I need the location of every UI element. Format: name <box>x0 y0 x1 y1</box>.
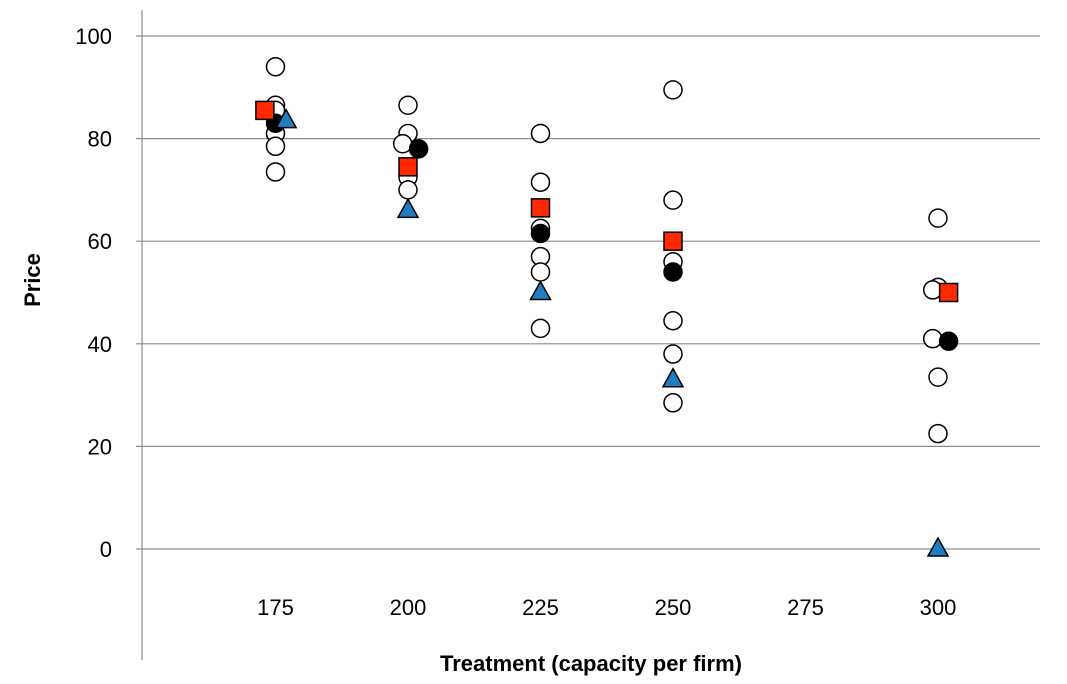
triangle-point <box>274 108 298 129</box>
filled-circle-point <box>663 262 683 282</box>
triangle-point <box>926 536 950 557</box>
open-circle-point <box>928 423 948 444</box>
y-axis-title: Price <box>20 253 45 307</box>
open-circle-point <box>928 367 948 387</box>
y-tick-label: 100 <box>75 24 112 49</box>
x-tick-label: 175 <box>257 595 294 620</box>
y-tick-label: 80 <box>88 127 112 152</box>
open-circle-point <box>265 136 286 157</box>
y-tick-label: 20 <box>88 434 112 459</box>
triangle-point <box>396 197 420 219</box>
filled-circle-point <box>530 223 551 244</box>
open-circle-point <box>530 123 551 144</box>
y-tick-label: 0 <box>100 537 112 562</box>
square-point <box>255 100 275 121</box>
data-points <box>255 57 959 557</box>
y-tick-labels: 0 20 40 60 80 100 <box>75 24 112 562</box>
open-circle-point <box>663 310 683 331</box>
x-tick-label: 250 <box>655 595 692 620</box>
filled-circle-point <box>938 331 959 351</box>
open-circle-point <box>530 318 551 339</box>
x-axis-title: Treatment (capacity per firm) <box>440 651 742 676</box>
y-tick-label: 60 <box>88 229 112 254</box>
open-circle-point <box>530 172 551 192</box>
square-point <box>398 157 418 177</box>
square-point <box>663 231 683 251</box>
square-point <box>530 198 551 218</box>
open-circle-point <box>663 393 683 413</box>
open-circle-point <box>398 95 418 116</box>
open-circle-point <box>663 190 683 210</box>
x-tick-label: 200 <box>390 595 427 620</box>
y-tick-label: 40 <box>88 332 112 357</box>
open-circle-point <box>265 162 286 182</box>
x-tick-label: 300 <box>920 595 957 620</box>
gridlines <box>136 35 1040 550</box>
open-circle-point <box>398 180 418 200</box>
filled-circle-point <box>408 139 429 159</box>
open-circle-point <box>265 57 286 77</box>
triangle-point <box>661 367 685 388</box>
open-circle-point <box>922 328 943 349</box>
square-point <box>938 282 959 303</box>
x-tick-label: 275 <box>787 595 824 620</box>
triangle-point <box>529 279 552 301</box>
open-circle-point <box>663 80 683 100</box>
open-circle-point <box>530 262 551 282</box>
open-circle-point <box>928 208 948 228</box>
open-circle-point <box>663 344 683 364</box>
x-tick-label: 225 <box>522 595 559 620</box>
x-tick-labels: 175 200 225 250 275 300 <box>257 595 956 620</box>
